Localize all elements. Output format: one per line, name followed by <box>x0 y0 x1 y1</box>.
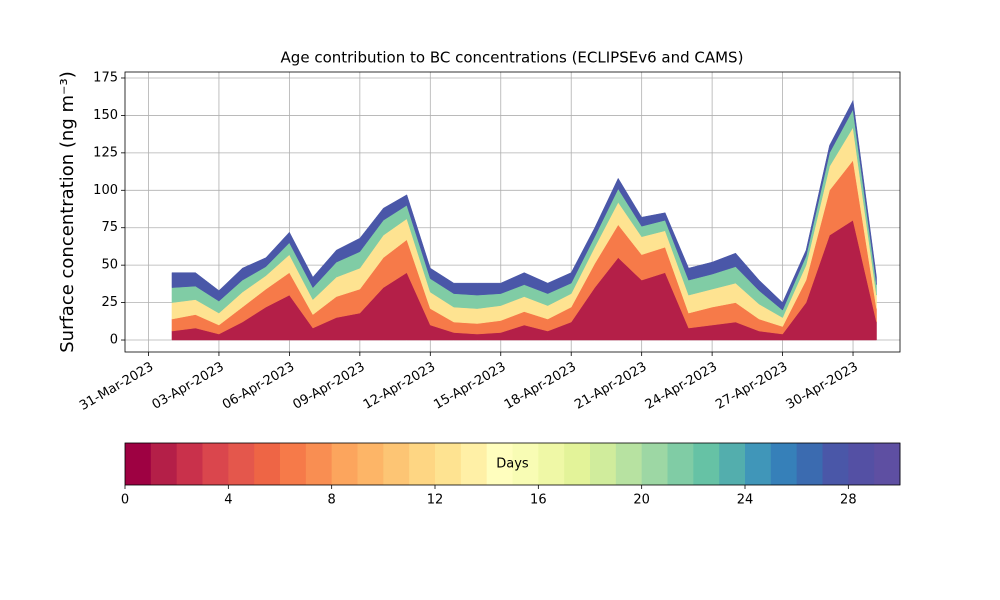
colorbar-tick-label: 24 <box>737 493 754 508</box>
colorbar-label: Days <box>496 457 529 472</box>
colorbar-bin <box>176 443 203 485</box>
chart-title: Age contribution to BC concentrations (E… <box>281 49 744 67</box>
y-tick-label: 75 <box>101 220 118 235</box>
x-tick-label: 15-Apr-2023 <box>431 360 508 413</box>
colorbar-bin <box>125 443 152 485</box>
x-tick-label: 30-Apr-2023 <box>784 360 861 413</box>
colorbar-bin <box>693 443 720 485</box>
colorbar-bin <box>564 443 591 485</box>
colorbar-bin <box>745 443 772 485</box>
x-tick-label: 09-Apr-2023 <box>290 360 367 413</box>
colorbar-tick-label: 4 <box>224 493 232 508</box>
x-tick-label: 06-Apr-2023 <box>220 360 297 413</box>
colorbar-bin <box>615 443 643 485</box>
colorbar-bin <box>796 443 823 485</box>
colorbar-tick-label: 20 <box>633 493 650 508</box>
colorbar-tick-label: 8 <box>328 493 336 508</box>
y-tick-label: 175 <box>93 70 118 85</box>
area-layer <box>171 99 877 311</box>
colorbar-tick-label: 0 <box>121 493 129 508</box>
colorbar-bin <box>590 443 617 485</box>
colorbar-bin <box>409 443 436 485</box>
colorbar-bin <box>202 443 229 485</box>
colorbar-bin <box>357 443 384 485</box>
x-tick-label: 18-Apr-2023 <box>502 360 579 413</box>
y-tick-label: 50 <box>101 258 118 273</box>
y-tick-label: 150 <box>93 108 118 123</box>
colorbar-bin <box>383 443 410 485</box>
colorbar-bin <box>486 443 513 485</box>
colorbar-bin <box>512 443 539 485</box>
colorbar-tick-label: 28 <box>840 493 857 508</box>
colorbar-frame <box>124 442 901 486</box>
y-tick-label: 125 <box>93 145 118 160</box>
colorbar-bin <box>150 443 178 485</box>
colorbar-bin <box>280 443 307 485</box>
colorbar-bin <box>254 443 281 485</box>
colorbar-bin <box>305 443 333 485</box>
colorbar-bin <box>228 443 255 485</box>
colorbar-tick-label: 12 <box>427 493 444 508</box>
y-tick-label: 25 <box>101 295 118 310</box>
colorbar-tick-label: 16 <box>530 493 547 508</box>
x-tick-label: 27-Apr-2023 <box>713 360 790 413</box>
x-tick-label: 21-Apr-2023 <box>572 360 649 413</box>
colorbar-bin <box>667 443 694 485</box>
colorbar-bin <box>435 443 462 485</box>
x-tick-label: 31-Mar-2023 <box>77 360 156 414</box>
x-tick-label: 03-Apr-2023 <box>150 360 227 413</box>
x-tick-label: 24-Apr-2023 <box>643 360 720 413</box>
plot-frame <box>124 71 901 353</box>
y-axis-label: Surface concentration (ng m⁻³) <box>57 71 78 353</box>
y-tick-label: 0 <box>110 333 118 348</box>
colorbar-bin <box>460 443 488 485</box>
colorbar-bin <box>538 443 565 485</box>
colorbar-bin <box>641 443 668 485</box>
y-tick-label: 100 <box>93 183 118 198</box>
colorbar-bin <box>331 443 358 485</box>
colorbar-bin <box>822 443 849 485</box>
x-tick-label: 12-Apr-2023 <box>361 360 438 413</box>
colorbar-bin <box>874 443 901 485</box>
colorbar-bin <box>848 443 875 485</box>
colorbar-bin <box>719 443 746 485</box>
colorbar-bin <box>770 443 798 485</box>
